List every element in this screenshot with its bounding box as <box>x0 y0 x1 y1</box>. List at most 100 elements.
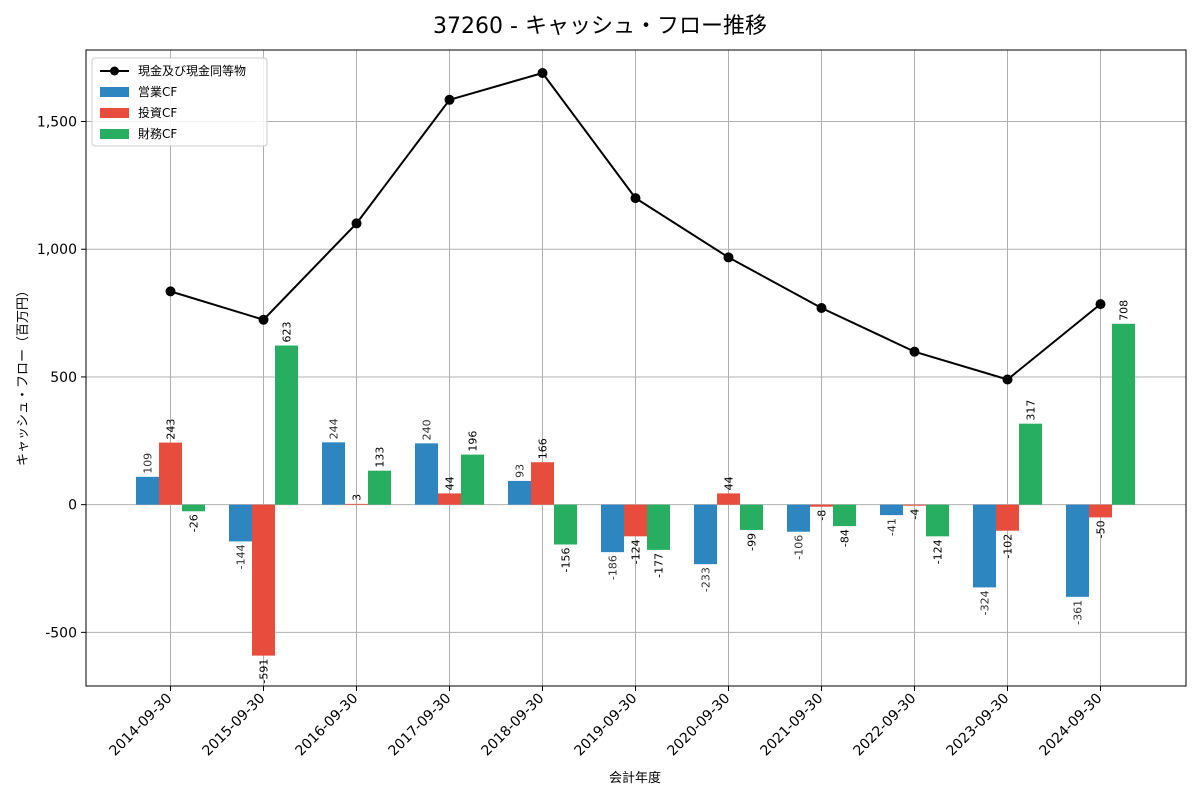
data-labels-layer: 109 -144 244 240 93 -186 -233 -106 -41 -324 -361 24… <box>142 300 1131 684</box>
bar-financing-8 <box>926 504 949 537</box>
bar-operating-9 <box>973 504 996 588</box>
y-tick-label-4: 1,500 <box>37 115 77 131</box>
cash-point-6 <box>723 252 734 263</box>
legend-swatch-financing <box>100 129 129 139</box>
bar-operating-7 <box>787 504 810 532</box>
cash-point-0 <box>165 286 176 297</box>
data-label-operating-5: -186 <box>607 555 620 580</box>
legend-swatch-operating <box>100 87 129 97</box>
cash-point-7 <box>816 302 827 313</box>
data-label-financing-4: -156 <box>560 547 573 572</box>
legend-label-operating: 営業CF <box>138 85 177 99</box>
cash-point-5 <box>630 193 641 204</box>
y-tick-label-0: -500 <box>45 625 77 641</box>
bar-financing-5 <box>647 504 670 550</box>
data-label-investing-10: -50 <box>1095 520 1108 538</box>
bar-financing-7 <box>833 504 856 527</box>
legend-label-investing: 投資CF <box>138 105 177 120</box>
data-label-operating-4: 93 <box>514 464 527 478</box>
data-label-operating-1: -144 <box>235 544 248 569</box>
bar-financing-4 <box>554 504 577 545</box>
bar-operating-1 <box>229 504 252 542</box>
data-label-investing-1: -591 <box>258 659 271 684</box>
data-label-investing-3: 44 <box>444 476 457 490</box>
bar-operating-6 <box>694 504 717 565</box>
bar-operating-5 <box>601 504 624 553</box>
data-label-operating-9: -324 <box>979 590 992 615</box>
bar-financing-6 <box>740 504 763 530</box>
bar-operating-0 <box>136 476 159 505</box>
legend-label-financing: 財務CF <box>138 126 177 141</box>
data-label-financing-1: 623 <box>281 322 294 343</box>
data-label-financing-0: -26 <box>188 514 201 532</box>
data-label-operating-3: 240 <box>421 419 434 440</box>
x-tick-label-8: 2022-09-30 <box>850 691 919 760</box>
legend-label-cash: 現金及び現金同等物 <box>138 63 246 78</box>
cash-point-4 <box>537 67 548 78</box>
data-label-investing-2: 3 <box>351 494 364 501</box>
x-tick-label-9: 2023-09-30 <box>943 691 1012 760</box>
bar-operating-10 <box>1066 504 1089 597</box>
cash-point-3 <box>444 94 455 105</box>
grid-layer <box>86 50 1186 686</box>
x-tick-label-2: 2016-09-30 <box>292 691 361 760</box>
bar-investing-6 <box>717 493 740 505</box>
data-label-financing-2: 133 <box>374 447 387 468</box>
bar-investing-0 <box>159 442 182 505</box>
bar-investing-4 <box>531 462 554 505</box>
bar-financing-2 <box>368 470 391 505</box>
chart-title: 37260 - キャッシュ・フロー推移 <box>433 14 767 39</box>
axes-layer: -500 0 500 1,000 1,500 2014-09-30 2015-09-30 20… <box>37 49 1187 760</box>
data-label-operating-2: 244 <box>328 418 341 439</box>
cash-point-10 <box>1095 299 1106 310</box>
x-tick-label-4: 2018-09-30 <box>478 691 547 760</box>
data-label-investing-5: -124 <box>630 539 643 564</box>
data-label-financing-10: 708 <box>1118 300 1131 321</box>
x-tick-label-10: 2024-09-30 <box>1036 691 1105 760</box>
y-axis-label: キャッシュ・フロー（百万円） <box>16 284 31 466</box>
bar-investing-8 <box>903 504 926 506</box>
legend-marker-cash <box>110 66 119 76</box>
x-tick-label-7: 2021-09-30 <box>757 691 826 760</box>
y-tick-label-1: 0 <box>68 498 77 514</box>
line-layer <box>165 67 1106 385</box>
legend-box <box>91 57 268 147</box>
data-label-investing-8: -4 <box>909 509 922 520</box>
bar-investing-2 <box>345 503 368 505</box>
data-label-operating-0: 109 <box>142 453 155 474</box>
bars-layer <box>136 323 1135 656</box>
data-label-investing-7: -8 <box>816 510 829 521</box>
cash-point-8 <box>909 346 920 357</box>
bar-operating-8 <box>880 504 903 516</box>
bar-investing-5 <box>624 504 647 537</box>
data-label-investing-4: 166 <box>537 438 550 459</box>
bar-investing-3 <box>438 493 461 505</box>
cash-point-9 <box>1002 374 1013 385</box>
data-label-financing-9: 317 <box>1025 400 1038 421</box>
x-tick-label-6: 2020-09-30 <box>664 691 733 760</box>
bar-investing-1 <box>252 504 275 656</box>
bar-operating-2 <box>322 442 345 505</box>
data-label-financing-3: 196 <box>467 431 480 452</box>
bar-financing-10 <box>1112 323 1135 505</box>
y-tick-label-2: 500 <box>50 370 77 386</box>
data-label-investing-9: -102 <box>1002 534 1015 559</box>
y-tick-label-3: 1,000 <box>37 242 77 258</box>
data-label-financing-6: -99 <box>746 533 759 551</box>
data-label-financing-8: -124 <box>932 539 945 564</box>
data-label-operating-6: -233 <box>700 567 713 592</box>
bar-investing-7 <box>810 504 833 507</box>
x-tick-label-0: 2014-09-30 <box>106 691 175 760</box>
x-tick-label-1: 2015-09-30 <box>199 691 268 760</box>
data-label-investing-6: 44 <box>723 476 736 490</box>
bar-operating-3 <box>415 443 438 505</box>
data-label-financing-7: -84 <box>839 529 852 547</box>
bar-operating-4 <box>508 480 531 505</box>
bar-investing-10 <box>1089 504 1112 518</box>
cash-point-1 <box>258 314 269 325</box>
x-tick-label-5: 2019-09-30 <box>571 691 640 760</box>
data-label-financing-5: -177 <box>653 553 666 578</box>
data-label-investing-0: 243 <box>165 419 178 440</box>
